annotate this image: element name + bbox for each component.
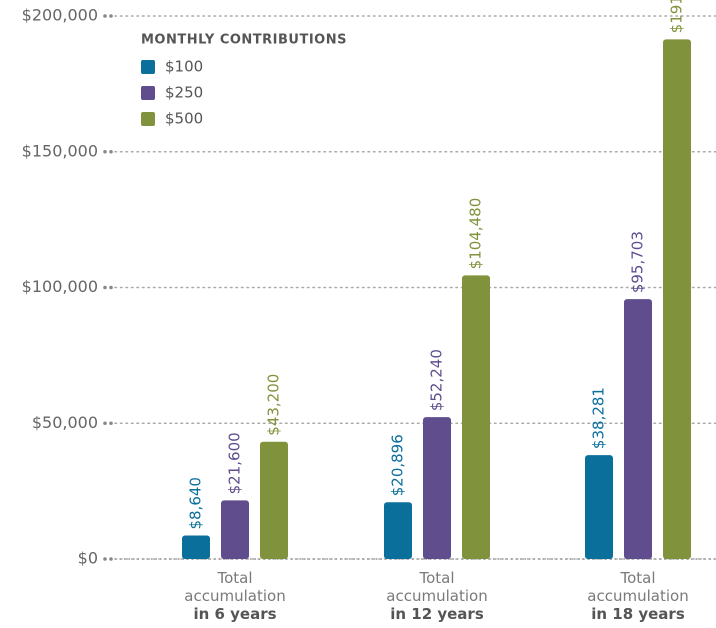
bar (260, 441, 288, 559)
bar (182, 535, 210, 559)
legend-swatch (141, 60, 155, 74)
y-tick-label: $100,000 (22, 277, 98, 296)
value-label: $95,703 (629, 231, 647, 293)
value-label: $8,640 (187, 477, 205, 530)
bar (384, 502, 412, 559)
x-tick-label: Total accumulation in 12 years (372, 569, 502, 623)
value-label: $38,281 (590, 387, 608, 449)
legend-swatch (141, 86, 155, 100)
tick-dot (109, 557, 113, 561)
value-label: $43,200 (265, 374, 283, 436)
x-label-period: in 18 years (591, 605, 685, 623)
bar (221, 500, 249, 559)
x-label-text: Total accumulation (587, 569, 689, 605)
x-label-text: Total accumulation (184, 569, 286, 605)
value-label: $104,480 (467, 198, 485, 270)
tick-dot (103, 421, 107, 426)
bar (663, 39, 691, 559)
value-label: $20,896 (389, 434, 407, 496)
x-label-period: in 6 years (193, 605, 277, 623)
bar (585, 455, 613, 559)
y-tick-label: $150,000 (22, 141, 98, 160)
tick-dot (103, 14, 107, 18)
x-label-period: in 12 years (390, 605, 484, 623)
tick-dot (103, 285, 107, 290)
legend-swatch (141, 112, 155, 126)
legend-label: $500 (165, 110, 203, 128)
value-label: $21,600 (226, 432, 244, 494)
tick-dot (109, 421, 113, 426)
x-tick-label: Total accumulation in 18 years (573, 569, 703, 623)
value-label: $191,407 (668, 0, 686, 33)
value-label: $52,240 (428, 349, 446, 411)
legend-title: MONTHLY CONTRIBUTIONS (141, 33, 347, 48)
legend-label: $250 (165, 84, 203, 102)
bar (462, 275, 490, 559)
y-tick-label: $0 (78, 549, 98, 568)
bar (624, 299, 652, 559)
tick-dot (103, 149, 107, 154)
tick-dot (103, 557, 107, 561)
x-tick-label: Total accumulation in 6 years (170, 569, 300, 623)
x-label-text: Total accumulation (386, 569, 488, 605)
bar (423, 417, 451, 559)
y-tick-label: $50,000 (32, 413, 98, 432)
legend-label: $100 (165, 58, 203, 76)
tick-dot (109, 14, 113, 18)
tick-dot (109, 285, 113, 290)
y-tick-label: $200,000 (22, 6, 98, 25)
tick-dot (109, 149, 113, 154)
